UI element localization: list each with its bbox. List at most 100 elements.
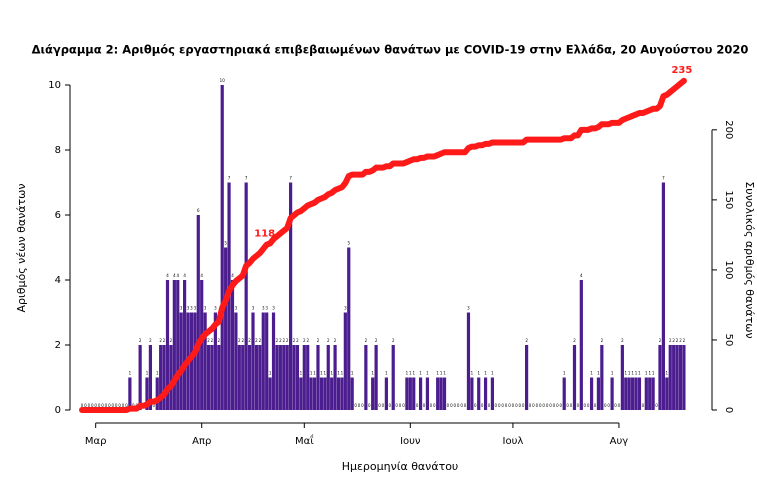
bar-value-label: 2: [334, 338, 337, 343]
bar: [213, 312, 217, 410]
bar-value-label: 2: [375, 338, 378, 343]
bar-value-label: 2: [248, 338, 251, 343]
bar: [155, 377, 159, 410]
bar-value-label: 4: [173, 273, 176, 278]
bar: [172, 280, 176, 410]
bar: [258, 345, 262, 410]
bar: [572, 345, 577, 410]
bar-value-label: 4: [166, 273, 169, 278]
y2-tick-label: 0: [723, 407, 734, 413]
bar-value-label: 2: [659, 338, 662, 343]
bar: [289, 182, 293, 410]
bar-value-label: 3: [467, 306, 470, 311]
bar-value-label: 1: [597, 371, 600, 376]
bar: [319, 377, 323, 410]
bar: [275, 345, 279, 410]
y2-tick-label: 100: [723, 260, 734, 279]
bar-value-label: 5: [224, 241, 227, 246]
bar-value-label: 2: [207, 338, 210, 343]
bar: [384, 377, 388, 410]
bar-value-label: 2: [669, 338, 672, 343]
x-tick-label: Ιουλ: [503, 436, 524, 447]
bar-value-label: 5: [347, 241, 350, 246]
bar: [371, 377, 375, 410]
bar: [282, 345, 286, 410]
bar-value-label: 0: [536, 403, 539, 408]
bar: [306, 345, 310, 410]
y-tick-label: 4: [55, 275, 61, 286]
bar: [333, 345, 337, 410]
bar: [658, 345, 662, 410]
x-tick-label: Μαρ: [85, 436, 107, 447]
bar-value-label: 7: [245, 176, 248, 181]
y-tick-label: 6: [55, 210, 61, 221]
bar: [405, 377, 409, 410]
bar-value-label: 0: [81, 403, 84, 408]
bar-value-label: 0: [464, 403, 467, 408]
bar-value-label: 0: [112, 403, 115, 408]
bar-value-label: 2: [283, 338, 286, 343]
bar-value-label: 0: [368, 403, 371, 408]
bar: [145, 377, 149, 410]
bar-value-label: 3: [262, 306, 265, 311]
bar-value-label: 1: [491, 371, 494, 376]
bar-value-label: 2: [149, 338, 152, 343]
bar-value-label: 3: [344, 306, 347, 311]
bar-value-label: 4: [200, 273, 203, 278]
bar-value-label: 0: [382, 403, 385, 408]
bar-value-label: 0: [604, 403, 607, 408]
bar-value-label: 2: [676, 338, 679, 343]
bar-value-label: 0: [378, 403, 381, 408]
bar: [148, 345, 152, 410]
bar-value-label: 0: [98, 403, 101, 408]
y-tick-label: 0: [55, 405, 61, 416]
bar: [176, 280, 180, 410]
bar-value-label: 2: [679, 338, 682, 343]
bar-value-label: 0: [539, 403, 542, 408]
x-tick-label: Ιουν: [400, 436, 421, 447]
bar-value-label: 0: [122, 403, 125, 408]
bar-value-label: 3: [252, 306, 255, 311]
bar-value-label: 4: [176, 273, 179, 278]
bar: [418, 377, 423, 410]
x-tick-label: Μαΐ: [295, 433, 314, 447]
bar-value-label: 2: [255, 338, 258, 343]
bar: [391, 345, 395, 410]
bar: [596, 377, 601, 410]
y2-tick-label: 200: [723, 120, 734, 139]
bar-value-label: 2: [327, 338, 330, 343]
bar: [265, 312, 269, 410]
bar: [203, 312, 207, 410]
bar-value-label: 1: [385, 371, 388, 376]
bar-value-label: 0: [108, 403, 111, 408]
bar-value-label: 0: [457, 403, 460, 408]
bar-value-label: 0: [518, 403, 521, 408]
bar: [675, 345, 679, 410]
bar-value-label: 1: [628, 371, 631, 376]
bar-value-label: 2: [159, 338, 162, 343]
bar: [442, 377, 447, 410]
bar-value-label: 0: [495, 403, 498, 408]
bar-value-label: 0: [488, 403, 491, 408]
y2-tick-label: 50: [723, 334, 734, 347]
bar: [241, 345, 245, 410]
bar-value-label: 4: [183, 273, 186, 278]
bar-value-label: 2: [306, 338, 309, 343]
bar: [336, 377, 341, 410]
bar-value-label: 1: [631, 371, 634, 376]
bar-value-label: 2: [303, 338, 306, 343]
bar-value-label: 2: [276, 338, 279, 343]
bar: [470, 377, 474, 410]
bar-value-label: 0: [570, 403, 573, 408]
bar: [271, 312, 276, 410]
bar-value-label: 0: [529, 403, 532, 408]
y2-tick-label: 150: [723, 190, 734, 209]
bar-value-label: 2: [365, 338, 368, 343]
bar-value-label: 2: [392, 338, 395, 343]
bar: [374, 345, 378, 410]
bar: [316, 345, 320, 410]
bar-value-label: 0: [614, 403, 617, 408]
bar-value-label: 2: [525, 338, 528, 343]
bar-value-label: 0: [522, 403, 525, 408]
